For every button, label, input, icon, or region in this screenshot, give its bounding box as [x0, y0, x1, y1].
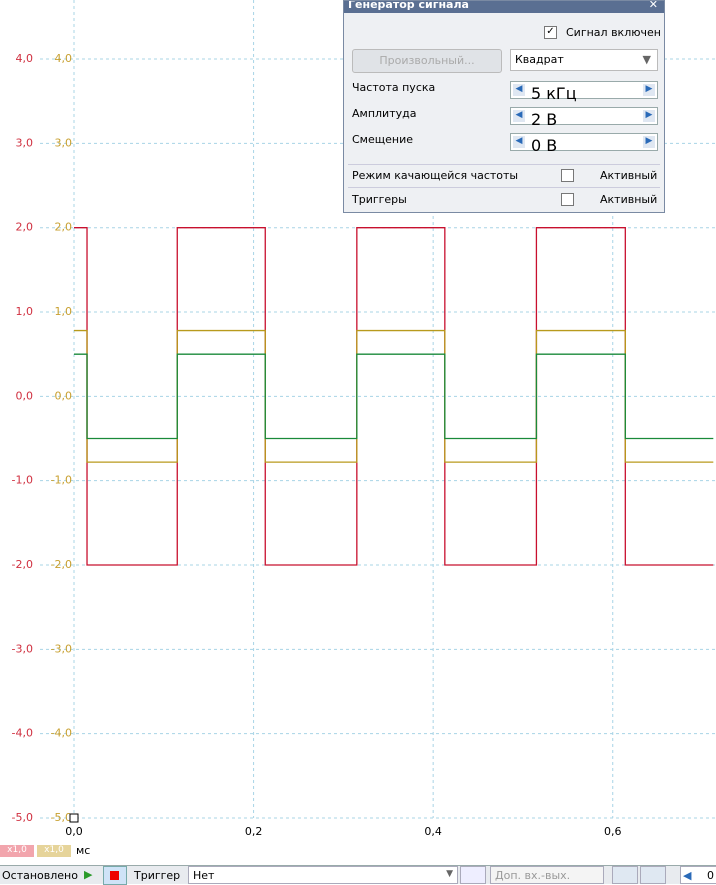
increment: ▶ [643, 136, 655, 148]
x-tick-label: 0,0 [65, 825, 83, 838]
scale-a: x1,0 [0, 845, 34, 857]
y2-tick-label: -5,0 [51, 811, 72, 824]
signal-generator-dialog: Генератор сигнала ✕ ✓ Сигнал включен Прои… [343, 0, 665, 213]
status-bar: Остановлено ▶ Триггер Нет ▼ Доп. вх.-вых.… [0, 865, 716, 885]
trigger-label: Триггер [134, 869, 181, 882]
param-spinner[interactable]: ◀ 5 кГц ▶ [510, 81, 658, 103]
y2-tick-label: 0,0 [55, 389, 73, 402]
state: Остановлено [2, 869, 78, 882]
triggers-active: Активный [600, 193, 658, 206]
right-value: 0 [707, 869, 714, 882]
sweep-checkbox[interactable] [561, 169, 574, 182]
y-tick-label: 0,0 [16, 389, 34, 402]
decrement: ◀ [513, 136, 525, 148]
close-icon[interactable]: ✕ [648, 1, 658, 11]
y-tick-label: 1,0 [16, 305, 34, 318]
y-tick-label: -5,0 [12, 811, 33, 824]
zoom-box[interactable]: ◀ 0 [680, 866, 716, 884]
aux-io: Доп. вх.-вых. [495, 869, 571, 882]
param-value: 2 В [531, 110, 558, 129]
increment: ▶ [643, 84, 655, 96]
increment: ▶ [643, 110, 655, 122]
x-tick-label: 0,6 [604, 825, 622, 838]
run-button[interactable]: ▶ [84, 868, 93, 881]
param-label: Смещение [352, 133, 413, 146]
decrement: ◀ [513, 84, 525, 96]
y2-tick-label: 2,0 [55, 221, 73, 234]
x-unit: мс [76, 844, 91, 857]
y-tick-label: 2,0 [16, 221, 34, 234]
dialog-title: Генератор сигнала ✕ [344, 1, 664, 13]
y2-tick-label: 4,0 [55, 52, 73, 65]
y2-tick-label: -2,0 [51, 558, 72, 571]
tool-button[interactable] [460, 866, 486, 884]
sweep-row: Режим качающейся частоты Активный [348, 164, 660, 188]
y-tick-label: -2,0 [12, 558, 33, 571]
y-tick-label: -3,0 [12, 642, 33, 655]
trigger-select[interactable]: Нет ▼ [188, 866, 458, 884]
y-tick-label: 3,0 [16, 136, 34, 149]
triggers-row: Триггеры Активный [348, 189, 660, 209]
chart: 4,0 3,0 2,0 1,0 0,0 -1,0 -2,0 -3,0 -4,0 -5,0 4,0 3,… [12, 0, 716, 838]
decrement: ◀ [513, 110, 525, 122]
param-spinner[interactable]: ◀ 2 В ▶ [510, 107, 658, 129]
x-tick-label: 0,2 [245, 825, 263, 838]
aux-select[interactable]: Доп. вх.-вых. [490, 866, 604, 884]
origin-marker [69, 813, 79, 823]
x-tick-label: 0,4 [424, 825, 442, 838]
trigger-value: Нет [193, 869, 215, 882]
param-label: Частота пуска [352, 81, 436, 94]
waveform-select[interactable]: Квадрат ▼ [510, 49, 658, 71]
sweep-active: Активный [600, 169, 658, 182]
triggers-label: Триггеры [352, 193, 407, 206]
y2-tick-label: 3,0 [55, 136, 73, 149]
sweep-label: Режим качающейся частоты [352, 169, 519, 182]
ruler-button[interactable] [612, 866, 638, 884]
triggers-checkbox[interactable] [561, 193, 574, 206]
enable-checkbox[interactable]: ✓ [544, 26, 557, 39]
param-spinner[interactable]: ◀ 0 В ▶ [510, 133, 658, 155]
param-value: 5 кГц [531, 84, 577, 103]
enable-label: Сигнал включен [566, 26, 661, 39]
y-tick-label: 4,0 [16, 52, 34, 65]
y2-tick-label: -4,0 [51, 727, 72, 740]
arbitrary-button[interactable]: Произвольный... [352, 49, 502, 73]
y2-tick-label: 1,0 [55, 305, 73, 318]
y2-tick-label: -3,0 [51, 642, 72, 655]
trace [74, 353, 714, 440]
scale-b: x1,0 [37, 845, 71, 857]
y-tick-label: -1,0 [12, 474, 33, 487]
title: Генератор сигнала [348, 1, 469, 11]
param-label: Амплитуда [352, 107, 417, 120]
param-value: 0 В [531, 136, 558, 155]
y-tick-label: -4,0 [12, 727, 33, 740]
ruler-button[interactable] [640, 866, 666, 884]
stop-button[interactable] [103, 866, 127, 885]
y2-tick-label: -1,0 [51, 474, 72, 487]
waveform: Квадрат [515, 53, 564, 66]
